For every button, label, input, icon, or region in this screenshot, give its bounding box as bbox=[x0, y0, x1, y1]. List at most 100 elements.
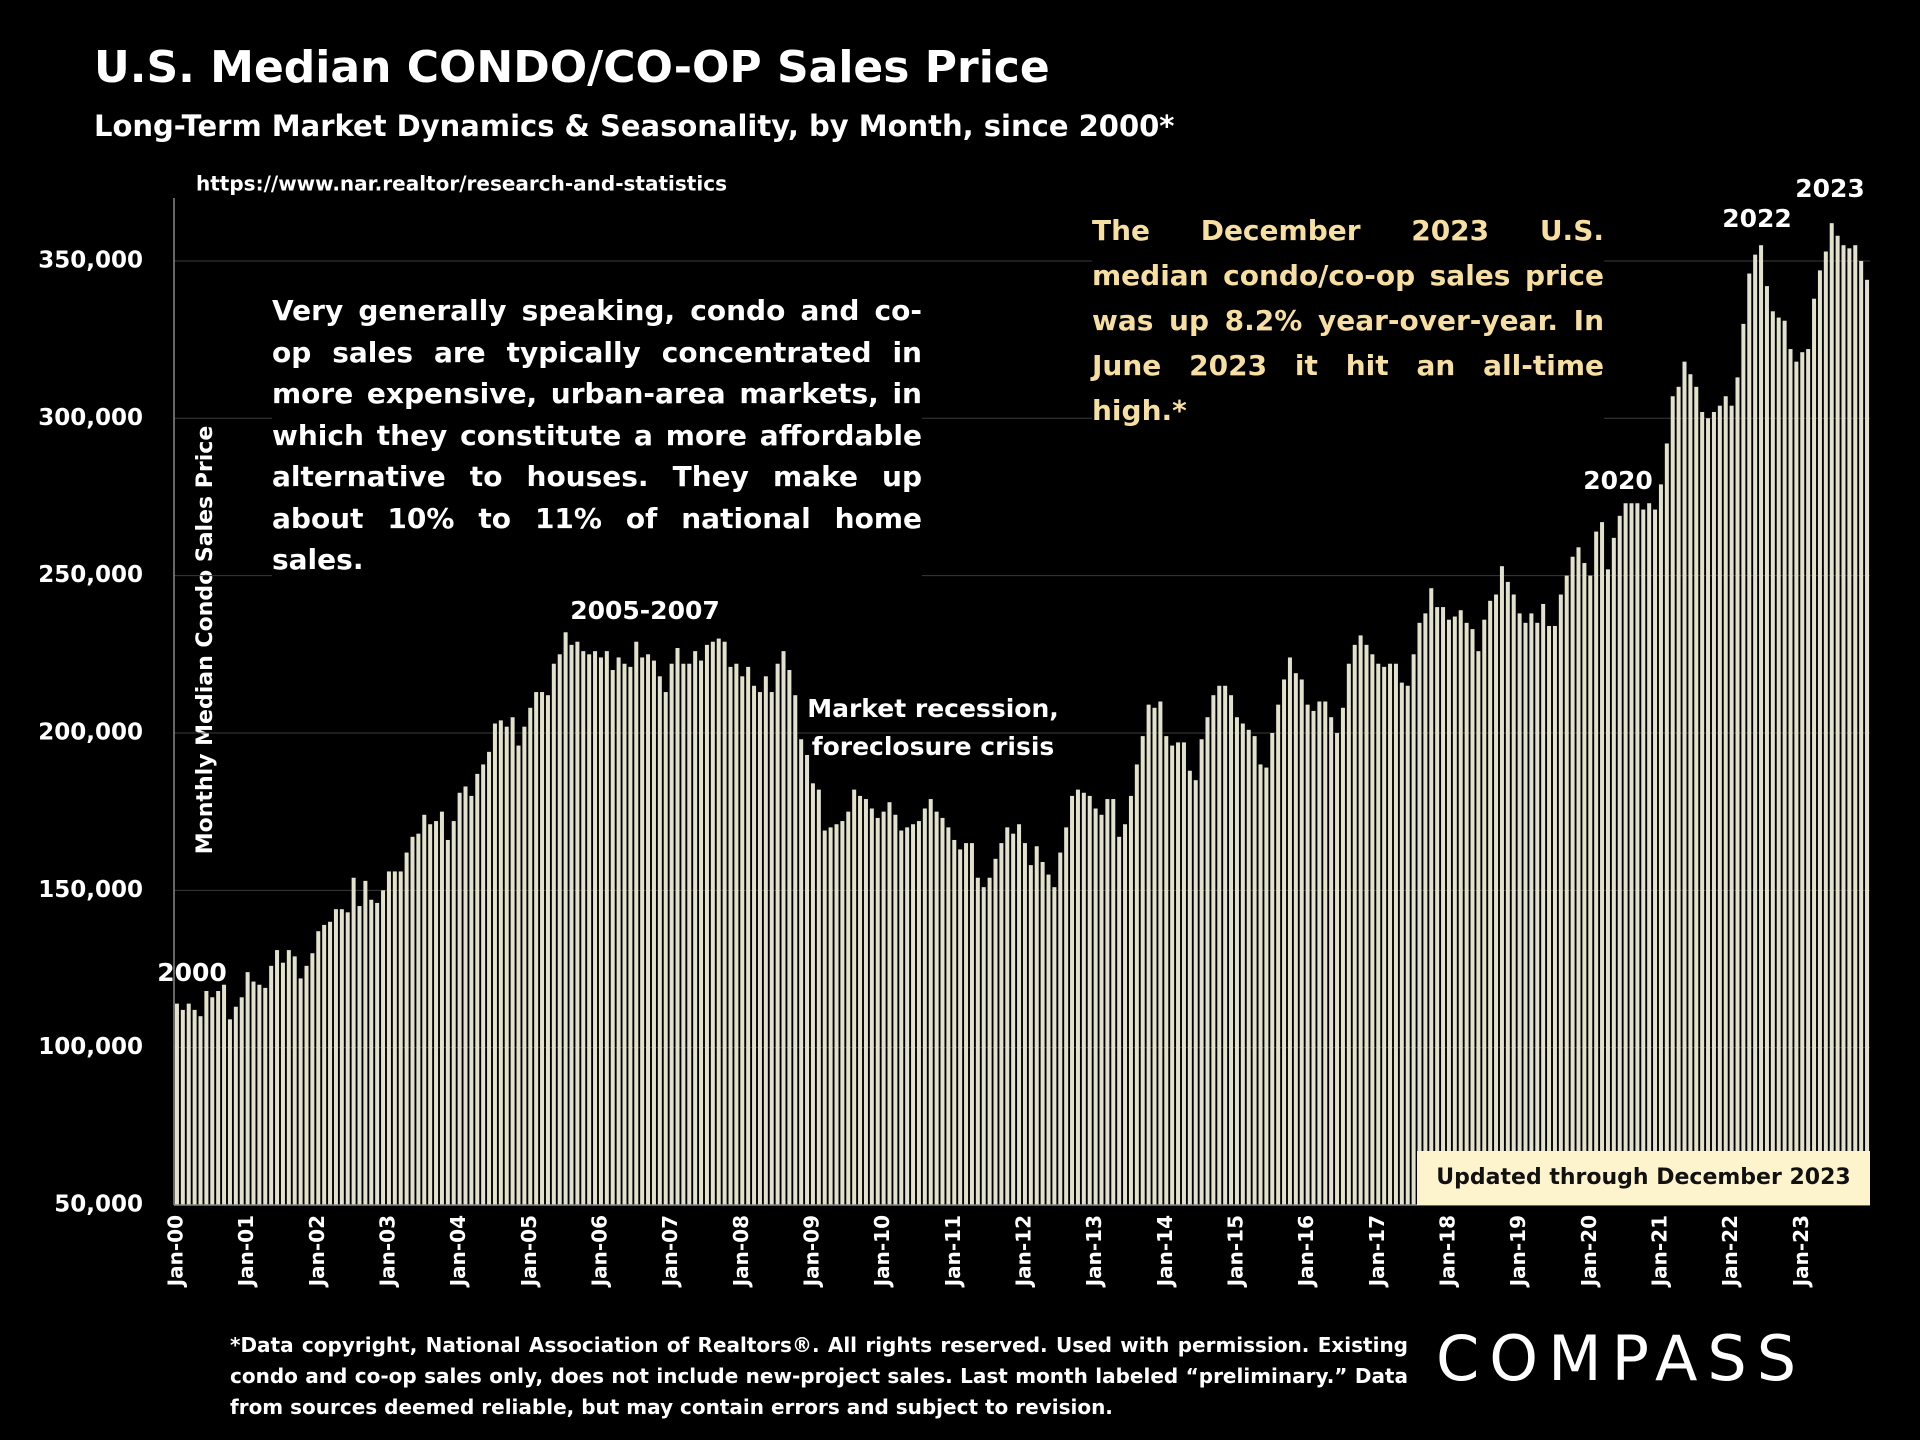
bar bbox=[516, 745, 521, 1205]
bar bbox=[1488, 600, 1493, 1205]
bar bbox=[534, 692, 539, 1205]
bar bbox=[1723, 396, 1728, 1205]
bar bbox=[1753, 254, 1758, 1206]
bar bbox=[940, 817, 945, 1205]
bar bbox=[1570, 556, 1575, 1205]
x-tick-label: Jan-03 bbox=[375, 1215, 399, 1288]
bar bbox=[1017, 824, 1022, 1205]
note: Very generally speaking, condo and co-op… bbox=[272, 290, 922, 581]
bar bbox=[946, 827, 951, 1205]
annotations: 2000 2005-2007 Market recession, foreclosur… bbox=[157, 174, 1865, 987]
x-tick-label: Jan-08 bbox=[729, 1215, 753, 1288]
bar bbox=[1635, 503, 1640, 1205]
bar bbox=[1641, 509, 1646, 1205]
bar bbox=[1052, 887, 1057, 1205]
y-tick-label: 200,000 bbox=[38, 719, 143, 745]
bar bbox=[958, 849, 963, 1205]
bar bbox=[1458, 610, 1463, 1205]
bar bbox=[852, 789, 857, 1205]
bar bbox=[1246, 729, 1251, 1205]
x-tick-label: Jan-12 bbox=[1011, 1215, 1035, 1288]
bar bbox=[1293, 673, 1298, 1205]
bar bbox=[192, 1009, 197, 1205]
bar bbox=[928, 799, 933, 1205]
y-tick-label: 300,000 bbox=[38, 405, 143, 431]
bar bbox=[1205, 717, 1210, 1205]
x-tick-label: Jan-10 bbox=[870, 1215, 894, 1288]
bar bbox=[1747, 273, 1752, 1205]
bar bbox=[816, 789, 821, 1205]
bar bbox=[1093, 808, 1098, 1205]
bar bbox=[993, 858, 998, 1205]
x-tick-label: Jan-17 bbox=[1365, 1215, 1389, 1288]
bar bbox=[1594, 531, 1599, 1205]
bar bbox=[1075, 789, 1080, 1205]
bar bbox=[981, 887, 986, 1205]
bar bbox=[1429, 588, 1434, 1205]
bar bbox=[675, 648, 680, 1205]
bar bbox=[210, 997, 215, 1205]
annotation: 2005-2007 bbox=[570, 596, 720, 625]
bar bbox=[899, 830, 904, 1205]
bar bbox=[769, 692, 774, 1205]
bar bbox=[699, 660, 704, 1205]
bar bbox=[434, 821, 439, 1205]
bar bbox=[640, 657, 645, 1205]
bar bbox=[875, 817, 880, 1205]
x-tick-label: Jan-02 bbox=[305, 1215, 329, 1288]
bar bbox=[1835, 235, 1840, 1205]
x-tick-label: Jan-01 bbox=[234, 1215, 258, 1288]
x-tick-label: Jan-20 bbox=[1577, 1215, 1601, 1288]
bar bbox=[1800, 352, 1805, 1205]
bar bbox=[704, 644, 709, 1205]
bar bbox=[828, 827, 833, 1205]
bar bbox=[1611, 537, 1616, 1205]
bar bbox=[1729, 405, 1734, 1206]
footnote: *Data copyright, National Association of… bbox=[230, 1333, 1408, 1419]
bar bbox=[793, 695, 798, 1205]
bar bbox=[1582, 563, 1587, 1205]
bar bbox=[1605, 569, 1610, 1205]
bar bbox=[781, 651, 786, 1205]
annotation: foreclosure crisis bbox=[812, 732, 1055, 761]
bar bbox=[1270, 732, 1275, 1205]
x-tick-label: Jan-04 bbox=[446, 1215, 470, 1288]
bar bbox=[386, 871, 391, 1205]
bar bbox=[174, 1003, 179, 1205]
bar bbox=[1370, 654, 1375, 1205]
bar bbox=[227, 1019, 232, 1205]
bar bbox=[1435, 607, 1440, 1205]
bar bbox=[357, 906, 362, 1205]
bar bbox=[1081, 792, 1086, 1205]
bar bbox=[469, 795, 474, 1205]
bar bbox=[1658, 484, 1663, 1206]
bar bbox=[245, 972, 250, 1205]
bar bbox=[734, 663, 739, 1205]
bar bbox=[504, 726, 509, 1205]
bar bbox=[263, 987, 268, 1205]
bar bbox=[1405, 685, 1410, 1205]
bar bbox=[999, 843, 1004, 1205]
bar bbox=[610, 670, 615, 1205]
y-tick-label: 100,000 bbox=[38, 1034, 143, 1060]
bar bbox=[239, 997, 244, 1205]
bar bbox=[1064, 827, 1069, 1205]
bar bbox=[1806, 349, 1811, 1205]
bar bbox=[1841, 245, 1846, 1205]
bar bbox=[722, 641, 727, 1205]
bar bbox=[869, 808, 874, 1205]
bar bbox=[1264, 767, 1269, 1205]
x-tick-label: Jan-16 bbox=[1294, 1215, 1318, 1288]
bar bbox=[1111, 799, 1116, 1205]
x-tick-label: Jan-18 bbox=[1435, 1215, 1459, 1288]
annotation: 2023 bbox=[1795, 174, 1865, 203]
bar bbox=[787, 670, 792, 1205]
bar bbox=[1847, 248, 1852, 1206]
bar bbox=[475, 773, 480, 1205]
bar bbox=[1364, 644, 1369, 1205]
bar bbox=[987, 877, 992, 1205]
bar bbox=[233, 1006, 238, 1205]
bar bbox=[810, 783, 815, 1205]
bar bbox=[763, 676, 768, 1205]
bar bbox=[775, 663, 780, 1205]
